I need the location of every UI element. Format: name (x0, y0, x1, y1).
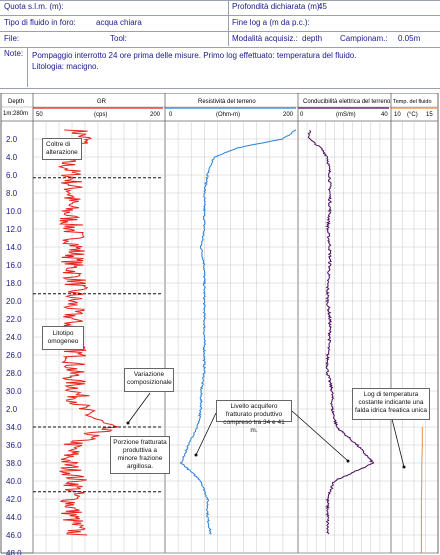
tipo-fluido-label: Tipo di fluido in foro: (4, 18, 76, 27)
depth-tick-label: 28.0 (6, 369, 22, 378)
temp-min: 10 (394, 112, 401, 118)
chart-grid (33, 121, 437, 554)
variazione-pointer-tip (126, 421, 130, 425)
depth-tick-label: 22.0 (6, 315, 22, 324)
annotation-litotipo-box: Litotipo omogeneo (42, 326, 84, 350)
livello-pointer-res-tip (194, 453, 198, 457)
profondita-label: Profondità dichiarata (m): (232, 2, 322, 11)
depth-title: Depth (8, 99, 24, 105)
res-max: 200 (283, 112, 294, 118)
note-line-2: Litologia: macigno. (32, 62, 99, 71)
depth-tick-label: 38.0 (6, 459, 22, 468)
cond-unit: (mS/m) (336, 112, 356, 118)
resistivity-curve (179, 129, 297, 535)
livello-pointer-cond (291, 410, 349, 462)
depth-tick-label: 26.0 (6, 351, 22, 360)
gr-max: 200 (150, 112, 161, 118)
livello-pointer-cond-tip (346, 459, 350, 463)
profondita-value: 45 (318, 2, 327, 11)
annotation-marks (33, 177, 406, 493)
depth-tick-label: 46.0 (6, 531, 22, 540)
header-note-row (0, 47, 440, 89)
gr-min: 50 (36, 112, 43, 118)
header-divider-1 (228, 0, 229, 46)
modalita-value: depth (302, 34, 323, 43)
res-min: 0 (169, 112, 173, 118)
depth-tick-label: 36.0 (6, 441, 22, 450)
log-temp-pointer-tip (402, 465, 406, 469)
cond-max: 40 (381, 112, 388, 118)
depth-scale: 1m:280m (3, 111, 28, 117)
modalita-label: Modalità acquisiz.: (232, 34, 298, 43)
well-log-chart: Depth 1m:280m GR 50 (cps) 200 Resistivit… (0, 93, 439, 555)
header-row-2 (0, 15, 440, 29)
tipo-fluido-value: acqua chiara (96, 18, 142, 27)
note-line-1: Pompaggio interrotto 24 ore prima delle … (32, 51, 357, 60)
depth-tick-label: 30.0 (6, 387, 22, 396)
header-row-3 (0, 31, 440, 45)
quota-label: Quota s.l.m. (m): (4, 2, 64, 11)
temp-max: 15 (426, 112, 433, 118)
header-row-1 (0, 0, 440, 14)
res-title: Resistività del terreno (198, 99, 256, 105)
cond-title: Conducibilità elettrica del terreno (303, 99, 391, 105)
annotation-porzione-box: Porzione fratturata produttiva a minore … (110, 436, 170, 474)
file-label: File: (4, 34, 20, 43)
note-label: Note: (4, 49, 24, 58)
annotation-coltre-box: Coltre di alterazione (42, 138, 82, 160)
gr-title: GR (97, 99, 107, 105)
annotation-variazione-box: Variazione composizionale (124, 368, 174, 392)
temp-title: Temp. del fluido (393, 99, 432, 105)
depth-tick-label: 2.0 (6, 135, 18, 144)
log-temp-pointer (389, 410, 405, 468)
temperature-curve (420, 427, 423, 553)
depth-tick-label: 14.0 (6, 243, 22, 252)
depth-tick-label: 16.0 (6, 261, 22, 270)
depth-tick-label: 6.0 (6, 171, 18, 180)
livello-pointer-res (195, 412, 217, 456)
fine-log-label: Fine log a (m da p.c.): (232, 18, 310, 27)
note-text: Pompaggio interrotto 24 ore prima delle … (32, 50, 356, 72)
log-curves (57, 129, 423, 553)
depth-tick-label: 4.0 (6, 153, 18, 162)
annotation-log-temp-box: Log di temperatura costante indicante un… (352, 388, 430, 420)
depth-tick-labels: 2.0 4.0 6.0 8.0 10.0 12.0 14.0 16.0 18.0 20.0 22.0… (6, 135, 22, 555)
annotation-livello-box: Livello acquifero fratturato produttivo … (216, 400, 292, 434)
depth-tick-label: 2.0 (6, 405, 18, 414)
header-divider-2 (27, 47, 28, 87)
depth-tick-label: 20.0 (6, 297, 22, 306)
campionam-value: 0.05m (398, 34, 421, 43)
depth-tick-label: 8.0 (6, 189, 18, 198)
depth-tick-label: 34.0 (6, 423, 22, 432)
depth-tick-label: 48.0 (6, 549, 22, 555)
track-titles: Depth 1m:280m GR 50 (cps) 200 Resistivit… (3, 99, 433, 118)
temp-unit: (°C) (407, 112, 418, 118)
gr-unit: (cps) (94, 112, 107, 118)
depth-tick-label: 10.0 (6, 207, 22, 216)
tool-label: Tool: (110, 34, 127, 43)
campionam-label: Campionam.: (340, 34, 388, 43)
depth-tick-label: 24.0 (6, 333, 22, 342)
depth-tick-label: 18.0 (6, 279, 22, 288)
depth-tick-label: 44.0 (6, 513, 22, 522)
cond-min: 0 (300, 112, 304, 118)
depth-tick-label: 42.0 (6, 495, 22, 504)
res-unit: (Ohm-m) (216, 112, 240, 118)
conductivity-curve (307, 129, 375, 535)
depth-tick-label: 40.0 (6, 477, 22, 486)
depth-tick-label: 12.0 (6, 225, 22, 234)
variazione-pointer (127, 392, 151, 424)
